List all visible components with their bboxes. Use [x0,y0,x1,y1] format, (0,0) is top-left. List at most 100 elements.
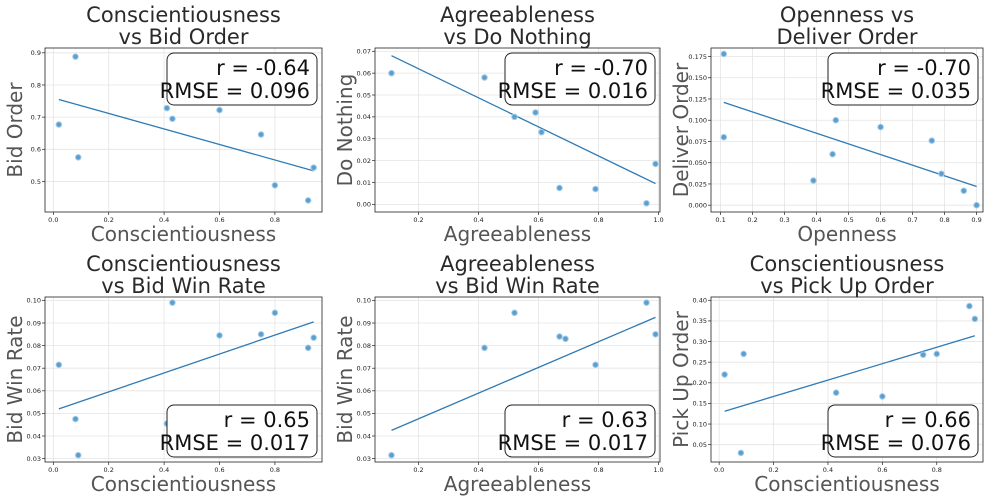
data-point [304,344,312,352]
y-tick-label: 0.02 [357,157,371,165]
y-tick-label: 0.05 [27,410,41,418]
data-point [643,199,650,207]
y-tick-label: 0.06 [27,387,41,395]
chart-title-line-2: vs Bid Win Rate [435,274,600,298]
data-point [592,185,599,193]
data-point [271,182,279,189]
data-point [271,309,279,317]
y-tick-label: 0.05 [357,410,371,418]
plot-frame [374,47,661,213]
x-axis-label: Conscientiousness [91,222,276,246]
y-tick-label: 0.06 [357,387,371,395]
regression-line [58,98,314,172]
data-point [832,389,840,397]
x-tick-label: 1.0 [653,466,663,474]
x-tick-label: 0.0 [48,216,58,224]
stats-box-frame [504,52,656,106]
y-tick-label: 0.6 [31,146,41,154]
y-axis-label: Bid Win Rate [333,315,357,443]
x-tick-label: 0.7 [907,216,917,224]
data-point [737,449,745,457]
x-tick-label: 0.2 [413,216,423,224]
x-tick-label: 0.6 [875,216,885,224]
y-tick-label: 0.075 [688,138,707,146]
data-point [933,350,941,358]
x-tick-label: 0.4 [159,216,169,224]
y-tick-label: 0.9 [31,49,41,57]
y-tick-label: 0.04 [27,432,41,440]
data-point [310,164,317,171]
data-point [74,154,82,161]
y-tick-label: 0.06 [357,69,371,77]
y-tick-label: 0.04 [357,432,371,440]
data-point [919,351,927,359]
y-tick-label: 0.150 [688,74,707,82]
x-tick-label: 0.8 [270,466,280,474]
data-point [310,334,317,341]
plot-frame [44,296,323,463]
regression-line [723,101,977,188]
subplot-3: 0.1 0.2 0.3 0.4 0.5 0.6 0.7 0.8 0.9 0.000 0.025 0.0… [669,3,984,246]
data-point [55,361,63,369]
data-point [966,302,973,310]
stat-r: r = -0.64 [216,56,310,80]
data-point [257,330,265,338]
data-point [163,104,171,112]
regression-line [58,321,314,410]
data-point [879,393,886,400]
data-point [928,137,936,144]
x-tick-label: 0.1 [715,216,725,224]
stat-r: r = 0.66 [885,408,971,432]
x-tick-label: 0.9 [971,216,981,224]
chart-title-line-1: Agreeableness [440,252,595,276]
y-tick-label: 0.000 [688,202,707,210]
data-point [388,451,395,459]
x-axis-label: Conscientiousness [91,472,276,496]
x-tick-label: 0.6 [214,216,224,224]
data-point [169,299,176,306]
x-tick-label: 0.6 [214,466,224,474]
y-tick-label: 0.025 [688,180,707,188]
x-tick-label: 0.2 [104,466,114,474]
y-tick-label: 0.07 [27,364,41,372]
chart-title-line-1: Conscientiousness [750,252,945,276]
y-tick-label: 0.08 [27,342,41,350]
y-tick-label: 0.10 [27,297,41,305]
x-axis-label: Agreeableness [444,222,591,246]
subplot-1: 0.0 0.2 0.4 0.6 0.8 0.5 0.6 0.7 0.8 0.9 Conscienti… [3,3,323,246]
x-tick-label: 0.4 [473,466,483,474]
regression-line [391,55,656,185]
x-tick-label: 0.2 [413,466,423,474]
x-tick-label: 0.5 [843,216,853,224]
x-axis-label: Conscientiousness [754,472,939,496]
data-point [169,115,176,123]
stat-rmse: RMSE = 0.017 [498,431,648,455]
stat-rmse: RMSE = 0.017 [160,431,310,455]
stat-r: r = -0.70 [877,56,971,80]
y-tick-label: 0.05 [357,91,371,99]
chart-title-line-1: Agreeableness [440,3,595,27]
data-point [960,187,968,195]
data-point [643,299,650,306]
y-tick-label: 0.8 [31,81,41,89]
y-tick-label: 0.03 [357,135,371,143]
x-tick-label: 0.8 [593,216,603,224]
regression-line [391,316,656,431]
y-tick-label: 0.07 [357,364,371,372]
data-point [721,371,728,378]
y-tick-label: 0.050 [688,159,707,167]
chart-title-line-1: Conscientiousness [86,252,281,276]
y-tick-label: 0.15 [693,400,707,408]
stats-box-frame [166,404,318,458]
stat-r: r = -0.70 [554,56,648,80]
plot-frame [710,47,984,213]
x-tick-label: 0.8 [932,466,942,474]
data-point [74,451,82,459]
chart-title-line-2: Deliver Order [776,25,917,49]
data-point [257,131,265,138]
data-point [720,133,728,141]
data-point [556,333,563,340]
